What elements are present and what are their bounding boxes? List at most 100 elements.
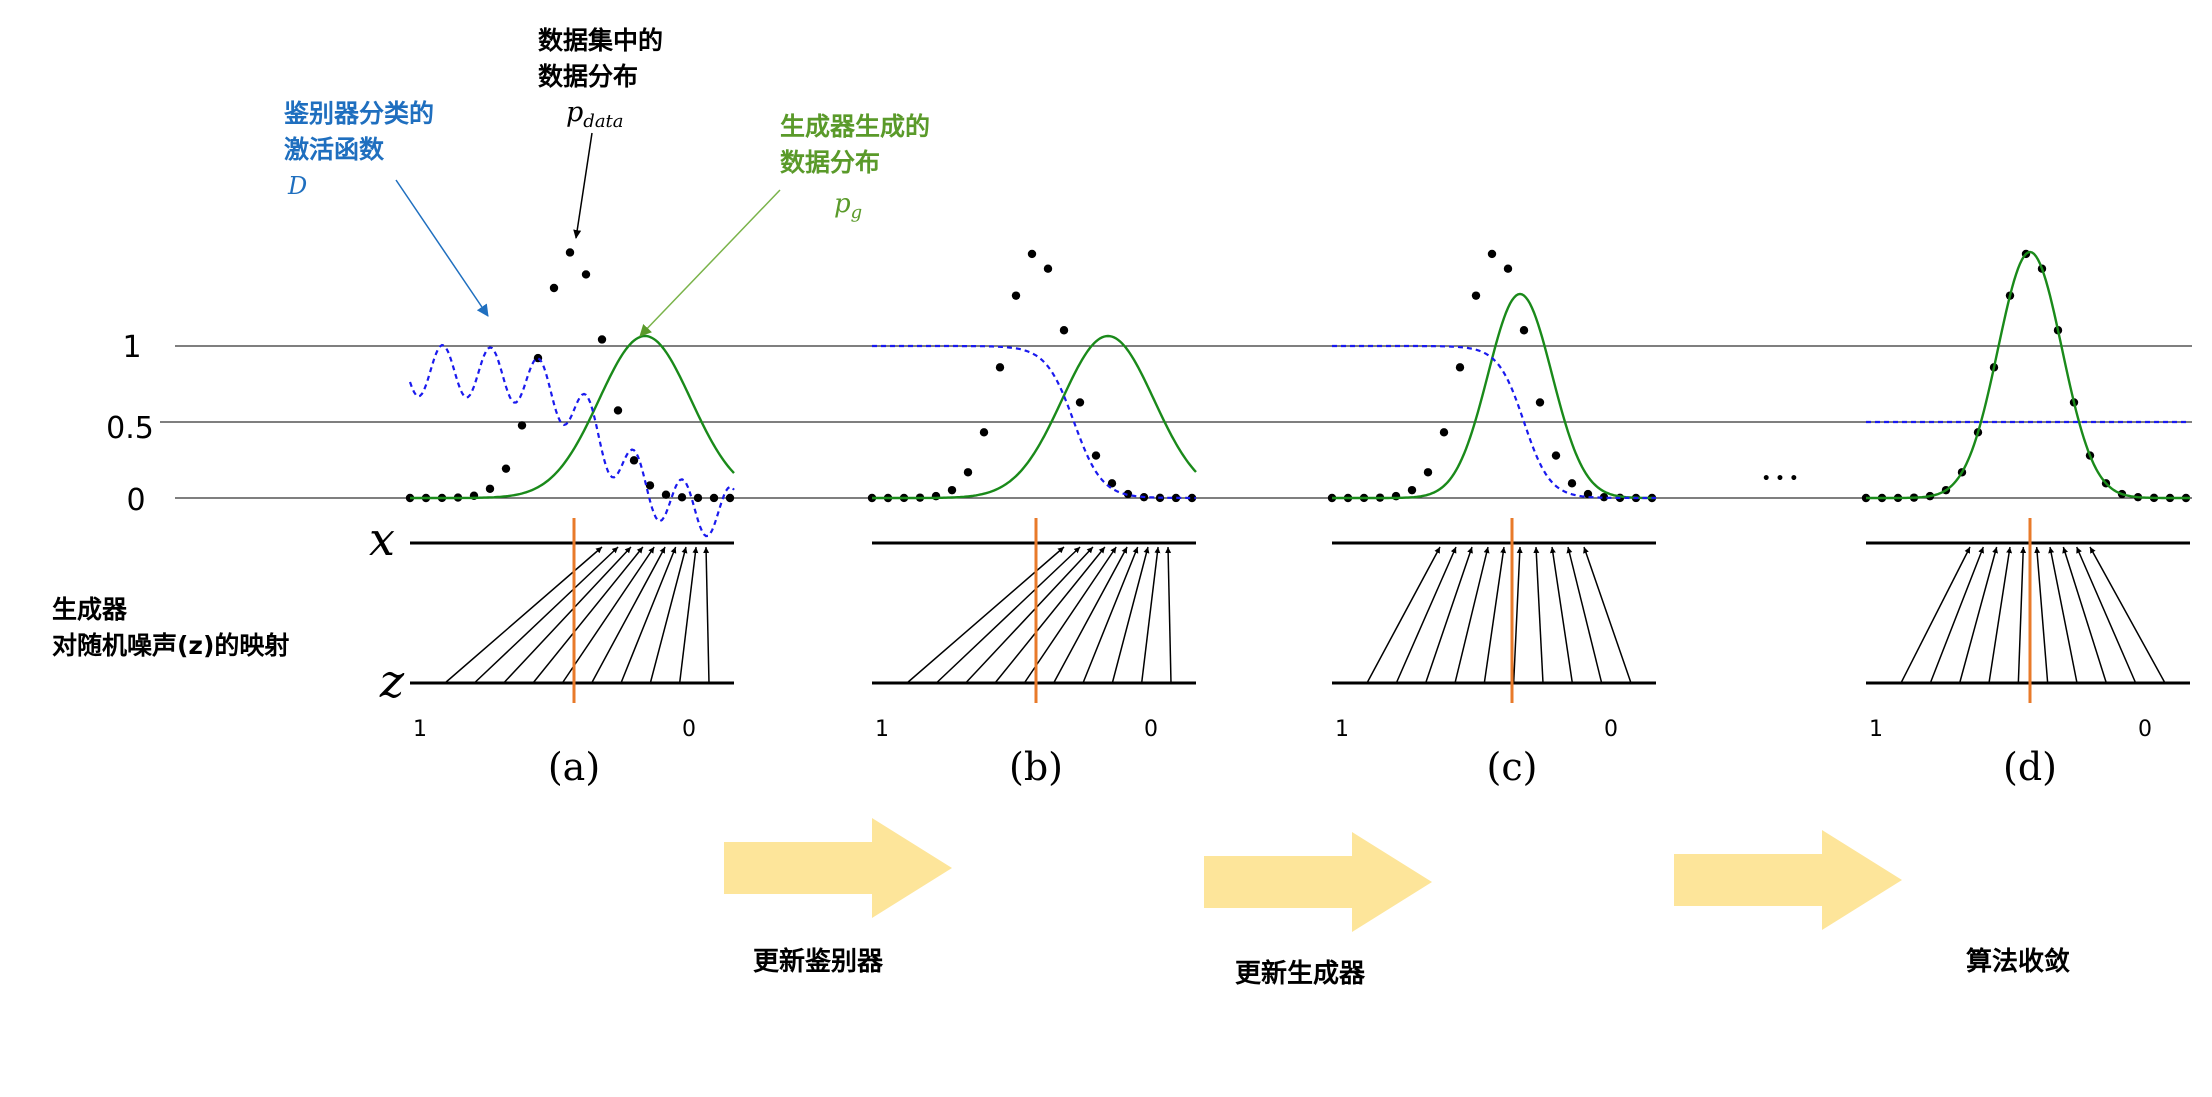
x-axis-symbol: x	[369, 512, 395, 566]
mapping-line	[1483, 546, 1507, 684]
data-distribution-point	[1059, 326, 1069, 335]
mapping-line	[1140, 546, 1161, 684]
mapping-line	[1929, 546, 1985, 684]
generator-distribution-curve	[872, 334, 1197, 500]
data-distribution-point	[979, 428, 989, 437]
mapping-line	[1583, 546, 1632, 684]
z-label-right: 0	[1604, 717, 1618, 742]
discriminator-label-line2: 激活函数	[284, 135, 385, 164]
data-distribution-point	[549, 283, 559, 293]
data-distribution-point	[1535, 398, 1545, 407]
mapping-line	[906, 546, 1065, 684]
data-distribution-point	[1407, 485, 1417, 495]
data-distribution-point	[1091, 451, 1101, 460]
panel-caption: (b)	[1009, 745, 1063, 789]
data-distribution-point	[485, 484, 495, 493]
data-distribution-point	[581, 270, 591, 279]
mapping-line	[2075, 546, 2137, 684]
discriminator-curve	[408, 343, 735, 538]
data-distribution-point	[629, 456, 639, 465]
data-distribution-point	[1123, 489, 1133, 499]
mapping-line	[620, 546, 677, 684]
discriminator-curve	[872, 344, 1196, 500]
p-data-subscript: data	[583, 111, 623, 132]
generator-label-line1: 生成器生成的	[780, 112, 930, 141]
mapping-line	[935, 546, 1081, 684]
p-g-symbol: pg	[834, 189, 862, 223]
data-distribution-point	[725, 493, 735, 503]
step-label-update-generator: 更新生成器	[1235, 958, 1366, 989]
mapping-line	[2034, 546, 2049, 684]
mapping-line	[1958, 546, 1998, 684]
p-data-symbol: pdata	[566, 97, 624, 132]
mapping-line	[649, 546, 688, 684]
mapping-line	[591, 546, 666, 684]
step-label-converged: 算法收敛	[1966, 946, 2070, 977]
data-distribution-point	[661, 490, 671, 499]
data-distribution-point	[947, 485, 957, 495]
mapping-label-line1: 生成器	[52, 595, 128, 624]
mapping-line	[1454, 546, 1490, 684]
mapping-line	[1023, 546, 1117, 684]
mapping-line	[1533, 546, 1544, 684]
data-distribution-point	[1423, 468, 1433, 477]
data-distribution-point	[517, 421, 527, 430]
mapping-line	[1366, 546, 1441, 684]
mapping-line	[503, 546, 632, 684]
data-distribution-point	[597, 335, 607, 344]
mapping-line	[1053, 546, 1128, 684]
panel-caption: (a)	[548, 745, 600, 789]
step-arrow-1	[724, 818, 952, 918]
data-distribution-point	[1599, 492, 1609, 502]
mapping-line	[2062, 546, 2108, 684]
z-label-left: 1	[1869, 717, 1883, 742]
y-tick-1: 1	[122, 330, 141, 365]
data-distribution-point	[1439, 428, 1449, 437]
data-distribution-point	[1455, 363, 1465, 372]
mapping-line	[1082, 546, 1139, 684]
mapping-line	[1566, 546, 1603, 684]
data-distribution-point	[1187, 493, 1197, 503]
z-label-right: 0	[1144, 717, 1158, 742]
data-distribution-point	[709, 493, 719, 503]
mapping-line	[2017, 546, 2027, 684]
data-distribution-point	[1027, 249, 1037, 259]
p-data-pointer-arrow	[573, 132, 593, 239]
panels-group: 1 0 (a) 1 0 (b) 1 0 (c) 1 0 (d)	[405, 248, 2191, 789]
mapping-line	[2089, 546, 2166, 684]
generator-distribution-curve	[1332, 292, 1656, 500]
p-data-label-line2: 数据分布	[538, 62, 638, 91]
mapping-line	[1900, 546, 1971, 684]
mapping-line	[444, 546, 603, 684]
generator-label-line2: 数据分布	[780, 148, 880, 177]
discriminator-symbol: D	[287, 172, 307, 200]
data-distribution-point	[677, 493, 687, 502]
data-distribution-point	[1519, 326, 1529, 335]
z-axis-symbol: z	[379, 654, 405, 708]
mapping-line	[532, 546, 644, 684]
data-distribution-point	[501, 464, 511, 473]
generator-distribution-curve	[1866, 250, 2190, 500]
data-distribution-point	[1567, 479, 1577, 488]
discriminator-curve	[1332, 344, 1656, 500]
mapping-line	[1111, 546, 1150, 684]
mapping-line	[1395, 546, 1457, 684]
data-distribution-point	[1011, 291, 1021, 300]
data-distribution-point	[1043, 264, 1053, 273]
mapping-line	[1512, 546, 1523, 684]
mapping-line	[678, 546, 699, 684]
generator-pointer-arrow	[639, 189, 781, 337]
data-distribution-point	[1487, 249, 1497, 259]
data-distribution-point	[1471, 291, 1481, 300]
z-label-right: 0	[682, 717, 696, 742]
data-distribution-point	[1503, 264, 1513, 273]
mapping-line	[1988, 546, 2013, 684]
data-distribution-point	[565, 248, 575, 257]
data-distribution-point	[1551, 451, 1561, 460]
z-label-right: 0	[2138, 717, 2152, 742]
data-distribution-point	[613, 406, 623, 415]
data-distribution-point	[693, 493, 703, 503]
z-label-left: 1	[1335, 717, 1349, 742]
discriminator-label-line1: 鉴别器分类的	[283, 99, 434, 128]
